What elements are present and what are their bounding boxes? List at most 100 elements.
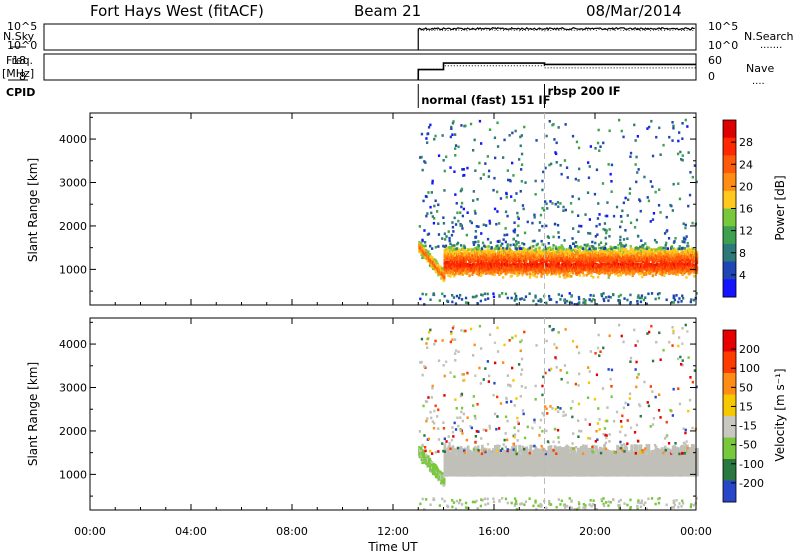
data-cell xyxy=(526,273,529,276)
data-cell xyxy=(531,261,535,264)
data-cell xyxy=(643,273,646,277)
data-cell xyxy=(525,261,528,264)
data-cell xyxy=(620,273,623,277)
data-cell xyxy=(448,246,451,249)
data-cell xyxy=(607,276,610,279)
data-cell xyxy=(606,251,609,254)
data-cell xyxy=(537,248,540,252)
data-cell xyxy=(582,274,585,277)
data-cell xyxy=(630,247,633,251)
data-cell xyxy=(463,248,466,252)
data-cell xyxy=(641,247,644,251)
data-cell xyxy=(535,261,538,265)
data-cell xyxy=(533,251,536,254)
cpid-mode-label: rbsp 200 IF xyxy=(548,84,621,98)
data-cell xyxy=(640,249,643,252)
data-cell xyxy=(447,255,450,258)
data-cell xyxy=(575,271,579,275)
data-cell xyxy=(466,270,469,274)
data-cell xyxy=(458,249,462,253)
data-cell xyxy=(510,274,513,278)
data-cell xyxy=(598,246,601,250)
data-cell xyxy=(469,269,472,273)
data-cell xyxy=(431,256,434,259)
data-cell xyxy=(511,263,514,267)
data-cell xyxy=(587,260,590,263)
data-cell xyxy=(643,249,646,253)
data-cell xyxy=(593,261,596,264)
data-cell xyxy=(623,260,627,263)
data-cell xyxy=(627,268,630,271)
data-cell xyxy=(561,249,564,253)
nsky-label: N.Sky xyxy=(3,30,35,43)
data-cell xyxy=(451,269,454,273)
data-cell xyxy=(505,260,509,263)
data-cell xyxy=(426,259,429,263)
data-cell xyxy=(453,248,456,251)
data-cell xyxy=(642,260,645,264)
data-cell xyxy=(480,254,484,258)
data-cell xyxy=(540,272,543,276)
data-cell xyxy=(503,249,506,253)
data-cell xyxy=(630,262,633,266)
data-cell xyxy=(538,258,541,262)
data-cell xyxy=(592,276,595,279)
data-cell xyxy=(548,266,551,270)
nsky-tick-top: 10^5 xyxy=(7,20,37,33)
data-cell xyxy=(581,271,584,274)
data-cell xyxy=(467,248,470,252)
data-cell xyxy=(579,270,582,274)
data-cell xyxy=(584,247,587,250)
data-cell xyxy=(487,245,490,248)
data-cell xyxy=(474,247,477,250)
data-cell xyxy=(617,255,620,258)
frequency-series xyxy=(417,62,696,81)
data-cell xyxy=(480,273,483,276)
data-cell xyxy=(523,259,526,262)
data-cell xyxy=(594,241,597,245)
data-cell xyxy=(591,261,594,264)
data-cell xyxy=(624,243,628,247)
data-cell xyxy=(530,273,534,276)
data-cell xyxy=(638,255,641,258)
data-cell xyxy=(575,244,579,248)
data-cell xyxy=(589,267,592,270)
data-cell xyxy=(616,250,619,254)
data-cell xyxy=(525,269,528,273)
data-cell xyxy=(614,261,617,264)
data-cell xyxy=(576,246,580,249)
data-cell xyxy=(531,263,535,267)
data-cell xyxy=(598,243,601,246)
freq-tick-top: 18 xyxy=(12,54,26,67)
data-cell xyxy=(513,263,516,266)
data-cell xyxy=(611,271,614,274)
data-cell xyxy=(527,252,531,255)
data-cell xyxy=(500,251,503,255)
data-cell xyxy=(517,241,520,244)
data-cell xyxy=(600,250,604,254)
data-cell xyxy=(462,256,465,260)
data-cell xyxy=(590,274,593,278)
data-cell xyxy=(534,247,537,251)
data-cell xyxy=(605,248,608,252)
data-cell xyxy=(622,247,625,251)
data-cell xyxy=(598,251,602,254)
data-cell xyxy=(551,247,555,250)
data-cell xyxy=(581,265,584,269)
data-cell xyxy=(569,250,572,253)
data-cell xyxy=(554,245,558,248)
data-cell xyxy=(447,269,450,273)
data-cell xyxy=(482,252,486,256)
frequency-panel: Freq. [MHz] 18 8 60 0 Nave .... xyxy=(2,53,774,87)
data-cell xyxy=(488,256,491,260)
data-cell xyxy=(568,273,571,276)
data-cell xyxy=(614,250,617,254)
cpid-label: CPID xyxy=(6,86,35,99)
nave-line xyxy=(418,65,696,70)
data-cell xyxy=(515,271,518,275)
data-cell xyxy=(561,257,564,260)
data-cell xyxy=(518,270,521,274)
data-cell xyxy=(545,269,548,273)
data-cell xyxy=(527,247,530,251)
